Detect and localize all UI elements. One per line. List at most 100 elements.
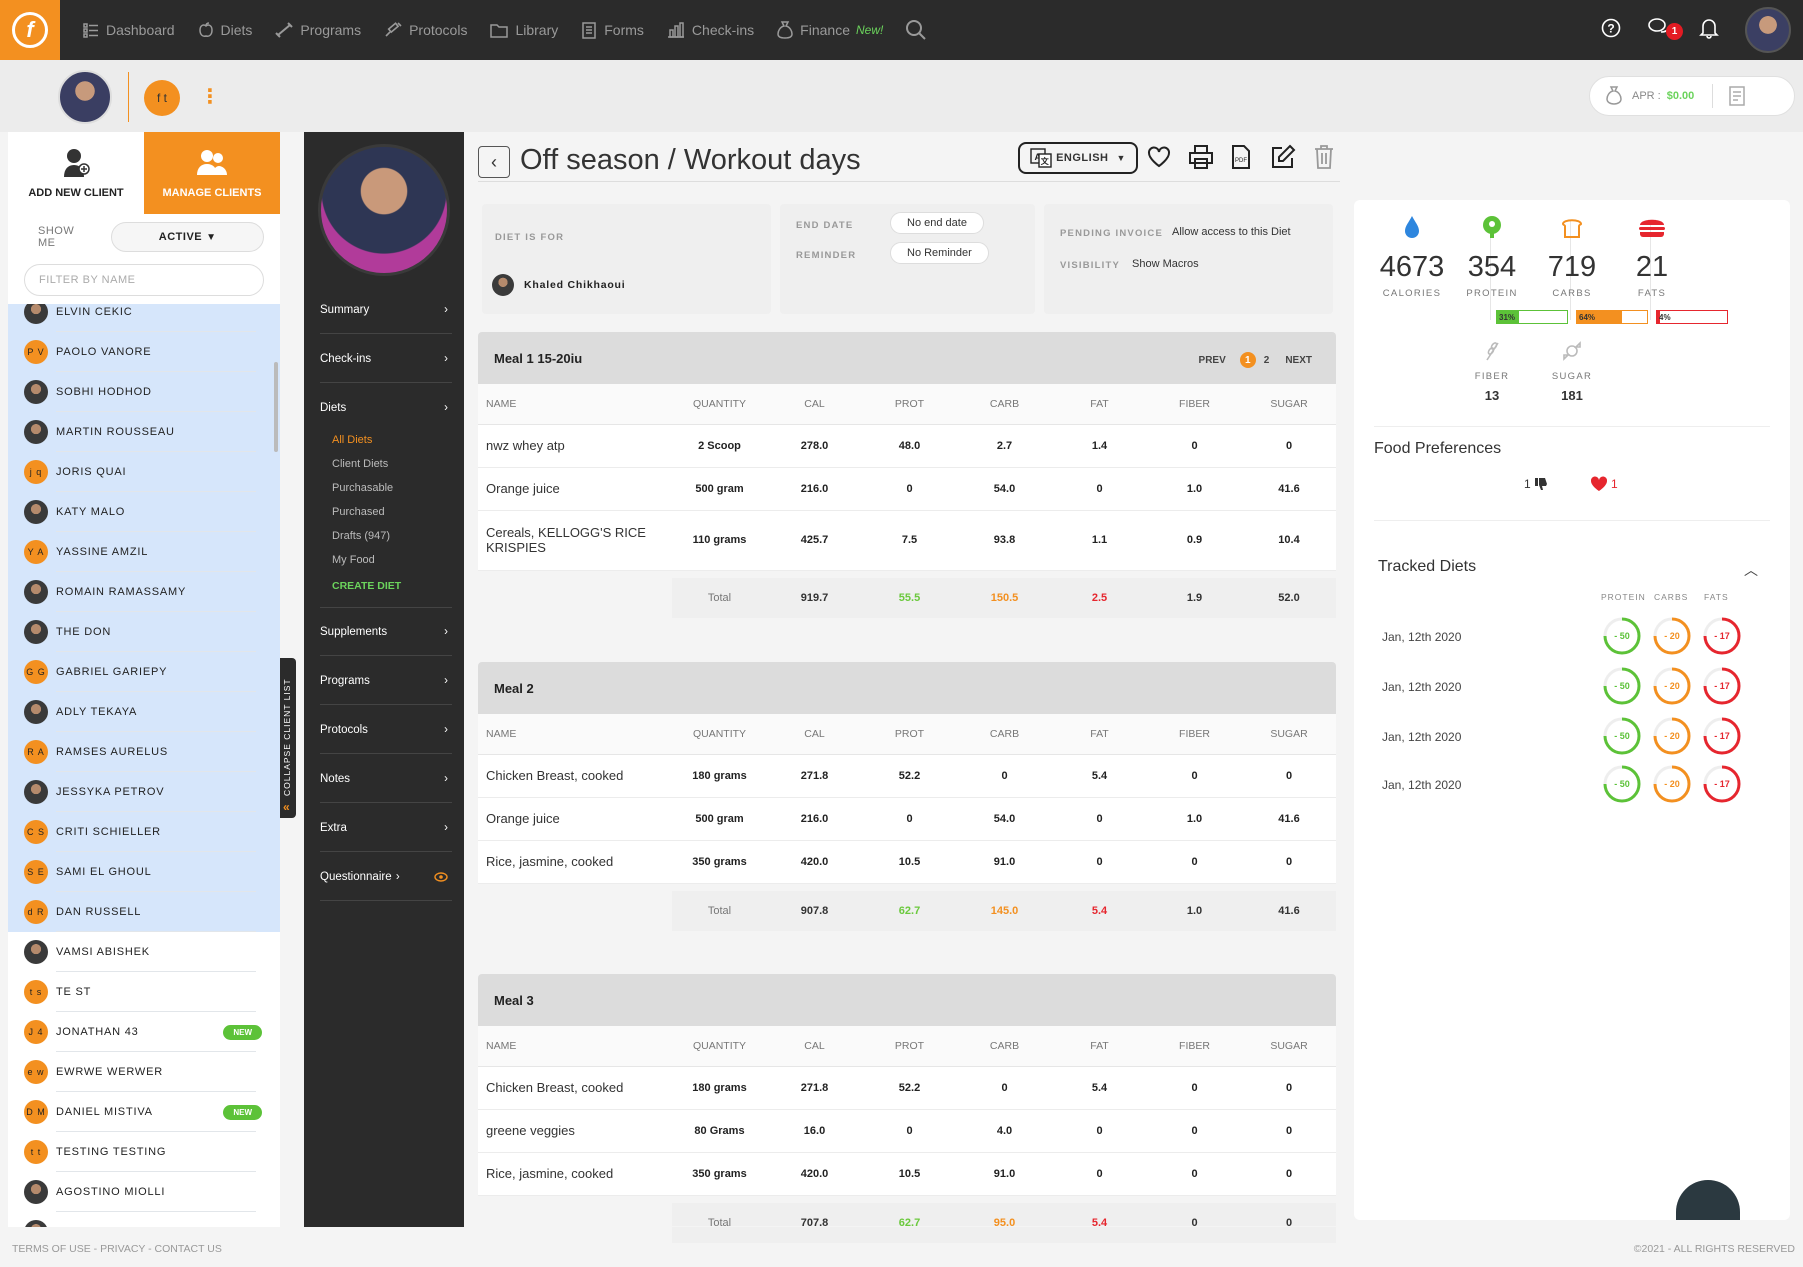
tracked-diet-row[interactable]: Jan, 12th 2020 - 50 - 20 - 17 — [1382, 714, 1772, 758]
sidenav-notes[interactable]: Notes › — [320, 755, 452, 803]
client-list-item[interactable]: G G GABRIEL GARIEPY — [8, 652, 280, 692]
pager-next[interactable]: NEXT — [1285, 354, 1312, 366]
coach-avatar[interactable] — [58, 70, 112, 124]
pager-page-1[interactable]: 1 — [1239, 352, 1256, 368]
client-list-item[interactable]: P V PAOLO VANORE — [8, 332, 280, 372]
sidenav-supplements[interactable]: Supplements › — [320, 608, 452, 656]
back-button[interactable]: ‹ — [478, 146, 510, 178]
nav-dashboard[interactable]: Dashboard — [82, 21, 175, 39]
client-list-item[interactable]: AGOSTINO MIOLLI — [8, 1172, 280, 1212]
sidenav-create-diet[interactable]: CREATE DIET — [332, 580, 402, 592]
client-list-item[interactable]: j q JORIS QUAI — [8, 452, 280, 492]
sidenav-my-food[interactable]: My Food — [332, 554, 375, 566]
nav-diets[interactable]: Diets — [197, 21, 252, 39]
sidenav-purchasable[interactable]: Purchasable — [332, 482, 394, 494]
nav-checkins[interactable]: Check-ins — [666, 21, 754, 39]
sidenav-diets[interactable]: Diets › — [320, 384, 452, 432]
pager-prev[interactable]: PREV — [1198, 354, 1226, 366]
diet-client[interactable]: Khaled Chikhaoui — [492, 274, 625, 296]
food-row[interactable]: Rice, jasmine, cooked 350 grams 420.0 10.5 9… — [478, 1152, 1336, 1196]
nav-finance[interactable]: Finance New! — [776, 20, 883, 40]
sidenav-extra[interactable]: Extra › — [320, 804, 452, 852]
food-value: 0 — [862, 467, 957, 511]
client-list-item[interactable]: ROMAIN RAMASSAMY — [8, 572, 280, 612]
dislikes-count[interactable]: 1 — [1524, 476, 1549, 492]
food-row[interactable]: Chicken Breast, cooked 180 grams 271.8 52.2… — [478, 754, 1336, 798]
tracked-diet-row[interactable]: Jan, 12th 2020 - 50 - 20 - 17 — [1382, 614, 1772, 658]
sidenav-all-diets[interactable]: All Diets — [332, 434, 373, 446]
client-list-item[interactable]: S E SAMI EL GHOUL — [8, 852, 280, 892]
user-avatar[interactable] — [1745, 7, 1791, 53]
sidenav-client-diets[interactable]: Client Diets — [332, 458, 389, 470]
client-list-item[interactable]: R A RAMSES AURELUS — [8, 732, 280, 772]
tracked-diet-row[interactable]: Jan, 12th 2020 - 50 - 20 - 17 — [1382, 664, 1772, 708]
likes-count[interactable]: 1 — [1590, 476, 1618, 492]
help-button[interactable]: ? — [1601, 18, 1621, 43]
food-row[interactable]: Rice, jasmine, cooked 350 grams 420.0 10.5 9… — [478, 840, 1336, 884]
brand-initials[interactable]: f t — [144, 80, 180, 116]
nav-programs[interactable]: Programs — [274, 21, 361, 39]
sidenav-checkins[interactable]: Check-ins › — [320, 335, 452, 383]
print-icon[interactable] — [1188, 144, 1214, 170]
client-list-item[interactable]: t s TE ST — [8, 972, 280, 1012]
nav-forms[interactable]: Forms — [580, 21, 644, 39]
client-list-item[interactable]: ADLY TEKAYA — [8, 692, 280, 732]
nav-library[interactable]: Library — [489, 21, 558, 39]
client-list-item[interactable]: ELVIN CEKIC — [8, 304, 280, 332]
food-row[interactable]: greene veggies 80 Grams 16.0 0 4.0 0 0 0 — [478, 1109, 1336, 1153]
client-list-item[interactable]: J 4 JONATHAN 43 NEW — [8, 1012, 280, 1052]
client-list-item[interactable] — [8, 1212, 280, 1227]
client-list-item[interactable]: d R DAN RUSSELL — [8, 892, 280, 932]
more-options-icon[interactable]: ⋮ — [200, 86, 220, 108]
pending-invoice-value[interactable]: Allow access to this Diet — [1172, 226, 1291, 238]
client-list-item[interactable]: D M DANIEL MISTIVA NEW — [8, 1092, 280, 1132]
filter-by-name-input[interactable]: FILTER BY NAME — [24, 264, 264, 296]
client-list-item[interactable]: MARTIN ROUSSEAU — [8, 412, 280, 452]
invoice-icon[interactable] — [1727, 85, 1747, 107]
client-list-item[interactable]: KATY MALO — [8, 492, 280, 532]
sidenav-purchased[interactable]: Purchased — [332, 506, 385, 518]
sidenav-drafts[interactable]: Drafts (947) — [332, 530, 391, 542]
manage-clients-button[interactable]: MANAGE CLIENTS — [144, 132, 280, 214]
add-new-client-button[interactable]: ADD NEW CLIENT — [8, 132, 144, 214]
food-row[interactable]: Chicken Breast, cooked 180 grams 271.8 52.2… — [478, 1066, 1336, 1110]
sidenav-questionnaire[interactable]: Questionnaire › — [320, 853, 452, 901]
food-row[interactable]: Cereals, KELLOGG'S RICE KRISPIES 110 gram… — [478, 510, 1336, 571]
client-list-item[interactable]: e w EWRWE WERWER — [8, 1052, 280, 1092]
client-list-scrollbar[interactable] — [274, 362, 278, 452]
app-logo[interactable]: f — [0, 0, 60, 60]
collapse-client-list-tab[interactable]: COLLAPSE CLIENT LIST « — [280, 658, 296, 818]
tracked-diet-row[interactable]: Jan, 12th 2020 - 50 - 20 - 17 — [1382, 762, 1772, 806]
favorite-heart-icon[interactable] — [1146, 144, 1172, 170]
chevron-up-icon[interactable]: ︿ — [1744, 562, 1758, 578]
end-date-pill[interactable]: No end date — [890, 212, 984, 234]
client-list-item[interactable]: C S CRITI SCHIELLER — [8, 812, 280, 852]
reminder-pill[interactable]: No Reminder — [890, 242, 989, 264]
food-row[interactable]: Orange juice 500 gram 216.0 0 54.0 0 1.0 41.6 — [478, 797, 1336, 841]
nav-protocols[interactable]: Protocols — [383, 21, 467, 39]
edit-icon[interactable] — [1270, 144, 1296, 170]
food-row[interactable]: Orange juice 500 gram 216.0 0 54.0 0 1.0 41.6 — [478, 467, 1336, 511]
client-list-item[interactable]: SOBHI HODHOD — [8, 372, 280, 412]
sidenav-programs[interactable]: Programs › — [320, 657, 452, 705]
nav-search[interactable] — [905, 19, 933, 41]
apr-box[interactable]: APR : $0.00 — [1589, 76, 1795, 116]
sidenav-summary[interactable]: Summary › — [320, 286, 452, 334]
footer-links[interactable]: TERMS OF USE - PRIVACY - CONTACT US — [12, 1243, 222, 1255]
pager-page-2[interactable]: 2 — [1263, 354, 1270, 366]
food-row[interactable]: nwz whey atp 2 Scoop 278.0 48.0 2.7 1.4 0 0 — [478, 424, 1336, 468]
pdf-icon[interactable]: PDF — [1230, 144, 1252, 170]
client-list-item[interactable]: VAMSI ABISHEK — [8, 932, 280, 972]
eye-icon[interactable] — [434, 871, 448, 882]
client-list-item[interactable]: JESSYKA PETROV — [8, 772, 280, 812]
sidenav-protocols[interactable]: Protocols › — [320, 706, 452, 754]
trash-icon[interactable] — [1314, 144, 1334, 170]
client-list-item[interactable]: THE DON — [8, 612, 280, 652]
chat-button[interactable]: 1 — [1647, 17, 1683, 44]
visibility-value[interactable]: Show Macros — [1132, 258, 1199, 270]
client-list-item[interactable]: t t TESTING TESTING — [8, 1132, 280, 1172]
notifications-button[interactable] — [1699, 17, 1719, 44]
status-select[interactable]: ACTIVE ▼ — [111, 222, 264, 252]
client-list-item[interactable]: Y A YASSINE AMZIL — [8, 532, 280, 572]
